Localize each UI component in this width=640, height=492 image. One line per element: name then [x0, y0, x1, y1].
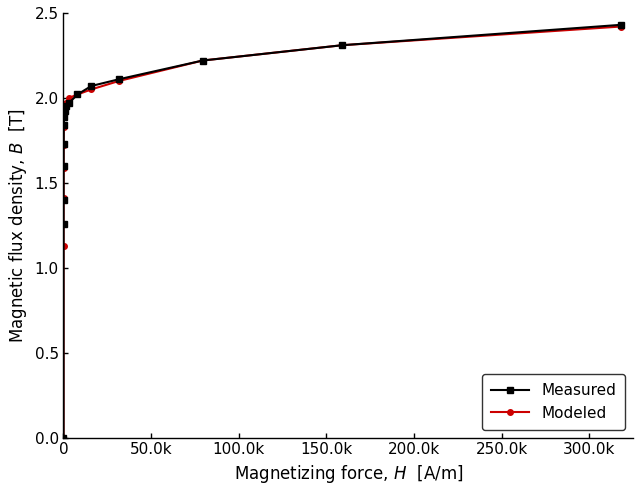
- Measured: [65, 100, 73, 106]
- Line: Measured: Measured: [61, 22, 623, 440]
- Modeled: [61, 102, 68, 108]
- Line: Modeled: Modeled: [61, 24, 623, 440]
- Modeled: [60, 195, 67, 201]
- Modeled: [60, 124, 67, 130]
- Modeled: [617, 24, 625, 30]
- Measured: [617, 22, 625, 28]
- Measured: [60, 141, 67, 147]
- Measured: [60, 435, 67, 441]
- Modeled: [115, 78, 123, 84]
- Modeled: [60, 435, 67, 441]
- Modeled: [63, 100, 70, 106]
- Measured: [199, 58, 207, 63]
- Modeled: [60, 107, 68, 113]
- Measured: [60, 197, 67, 203]
- Modeled: [65, 95, 73, 101]
- Measured: [61, 109, 68, 115]
- Modeled: [199, 58, 207, 63]
- Modeled: [74, 92, 81, 97]
- Modeled: [60, 114, 68, 120]
- Modeled: [60, 243, 67, 248]
- Measured: [88, 83, 95, 89]
- Modeled: [339, 42, 346, 48]
- Y-axis label: Magnetic flux density, $B$  [T]: Magnetic flux density, $B$ [T]: [7, 108, 29, 342]
- Modeled: [60, 143, 67, 149]
- Measured: [63, 103, 70, 109]
- Measured: [60, 163, 67, 169]
- X-axis label: Magnetizing force, $H$  [A/m]: Magnetizing force, $H$ [A/m]: [234, 463, 463, 485]
- Measured: [339, 42, 346, 48]
- Measured: [60, 122, 68, 128]
- Measured: [60, 114, 68, 120]
- Measured: [60, 220, 67, 226]
- Legend: Measured, Modeled: Measured, Modeled: [482, 374, 625, 430]
- Measured: [74, 92, 81, 97]
- Modeled: [88, 87, 95, 92]
- Modeled: [60, 165, 67, 171]
- Measured: [115, 76, 123, 82]
